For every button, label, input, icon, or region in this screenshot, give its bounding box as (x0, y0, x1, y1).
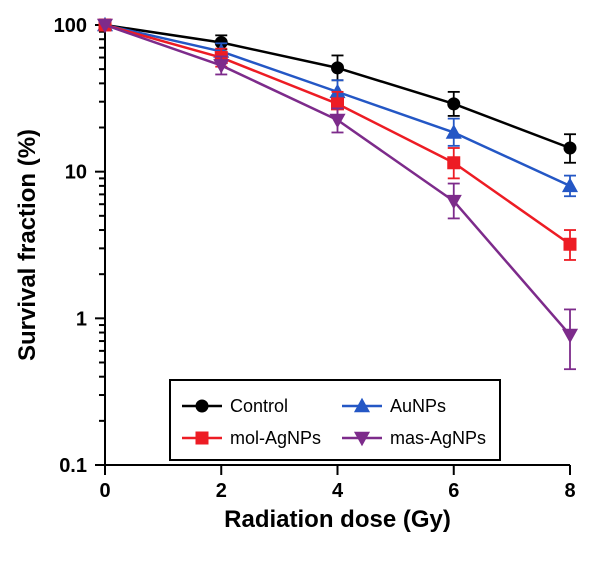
chart-svg: 0 2 4 6 8 0.1 1 10 100 Radiation dose (Gy) Surviva… (0, 0, 610, 583)
y-axis-label: Survival fraction (%) (14, 129, 41, 361)
x-tick-label: 8 (564, 480, 575, 502)
y-tick-label: 0.1 (59, 455, 87, 477)
legend-label-mas-agnps: mas-AgNPs (390, 428, 486, 448)
x-tick-label: 0 (99, 480, 110, 502)
legend-label-mol-agnps: mol-AgNPs (230, 428, 321, 448)
legend-label-control: Control (230, 396, 288, 416)
survival-chart: 0 2 4 6 8 0.1 1 10 100 Radiation dose (Gy) Surviva… (0, 0, 610, 583)
x-tick-label: 4 (332, 480, 344, 502)
y-tick-label: 10 (65, 162, 87, 184)
y-tick-label: 100 (54, 15, 87, 37)
y-tick-label: 1 (76, 308, 87, 330)
legend-label-aunps: AuNPs (390, 396, 446, 416)
legend: Control AuNPs mol-AgNPs mas-AgNPs (170, 380, 500, 460)
x-axis-label: Radiation dose (Gy) (224, 506, 451, 533)
x-tick-label: 2 (216, 480, 227, 502)
x-tick-label: 6 (448, 480, 459, 502)
